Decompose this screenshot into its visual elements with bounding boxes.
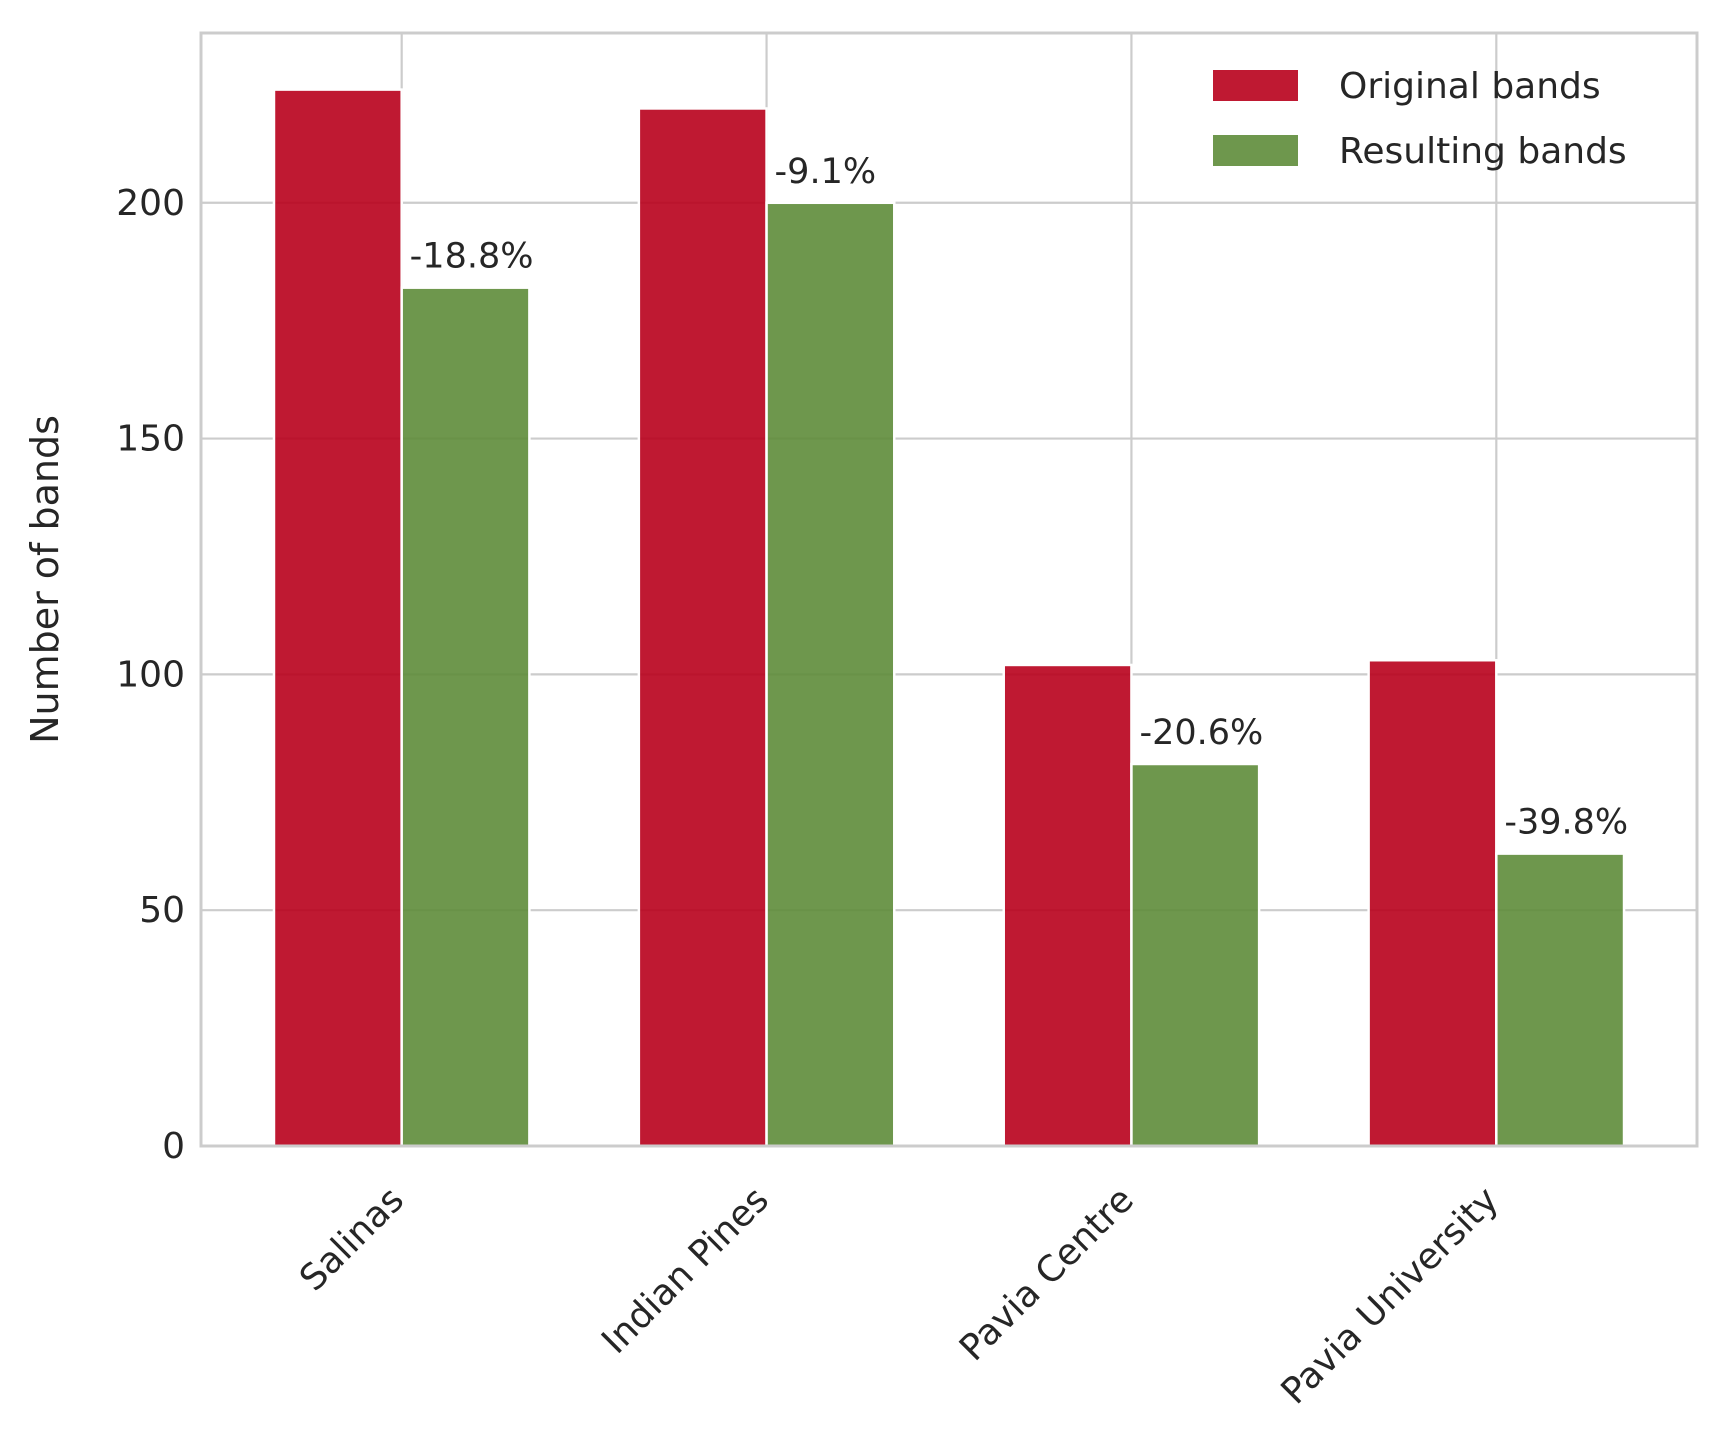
x-tick-label: Salinas xyxy=(292,1179,412,1299)
y-axis-label: Number of bands xyxy=(23,415,67,744)
x-axis-ticks: Salinas Indian Pines Pavia Centre Pavia Uni… xyxy=(292,1179,1507,1412)
resulting-bands-bar xyxy=(400,286,531,1148)
x-tick-label: Pavia Centre xyxy=(952,1179,1142,1369)
y-tick-label: 50 xyxy=(139,890,185,931)
percent-change-annotations: -18.8% -9.1% -20.6% -39.8% xyxy=(410,152,1628,843)
legend: Original bands Resulting bands xyxy=(1213,66,1627,172)
bars xyxy=(272,88,1626,1148)
percent-change-label: -9.1% xyxy=(775,152,877,192)
percent-change-label: -39.8% xyxy=(1504,803,1628,843)
legend-swatch xyxy=(1213,70,1298,101)
y-tick-label: 150 xyxy=(116,419,185,460)
original-bands-bar xyxy=(1002,663,1133,1148)
original-bands-bar xyxy=(1367,658,1498,1148)
y-axis-ticks: 0 50 100 150 200 xyxy=(116,183,185,1167)
resulting-bands-bar xyxy=(765,201,896,1148)
resulting-bands-bar xyxy=(1130,762,1261,1148)
legend-label: Resulting bands xyxy=(1339,131,1627,172)
y-tick-label: 100 xyxy=(116,654,185,695)
legend-swatch xyxy=(1213,135,1298,166)
y-tick-label: 200 xyxy=(116,183,185,224)
percent-change-label: -20.6% xyxy=(1139,713,1263,753)
y-tick-label: 0 xyxy=(162,1126,185,1167)
original-bands-bar xyxy=(272,88,403,1148)
legend-label: Original bands xyxy=(1339,66,1601,107)
x-tick-label: Pavia University xyxy=(1274,1179,1507,1412)
original-bands-bar xyxy=(637,107,768,1148)
x-tick-label: Indian Pines xyxy=(594,1179,777,1362)
percent-change-label: -18.8% xyxy=(410,237,534,277)
plot-frame xyxy=(199,31,1699,1148)
resulting-bands-bar xyxy=(1495,852,1626,1148)
